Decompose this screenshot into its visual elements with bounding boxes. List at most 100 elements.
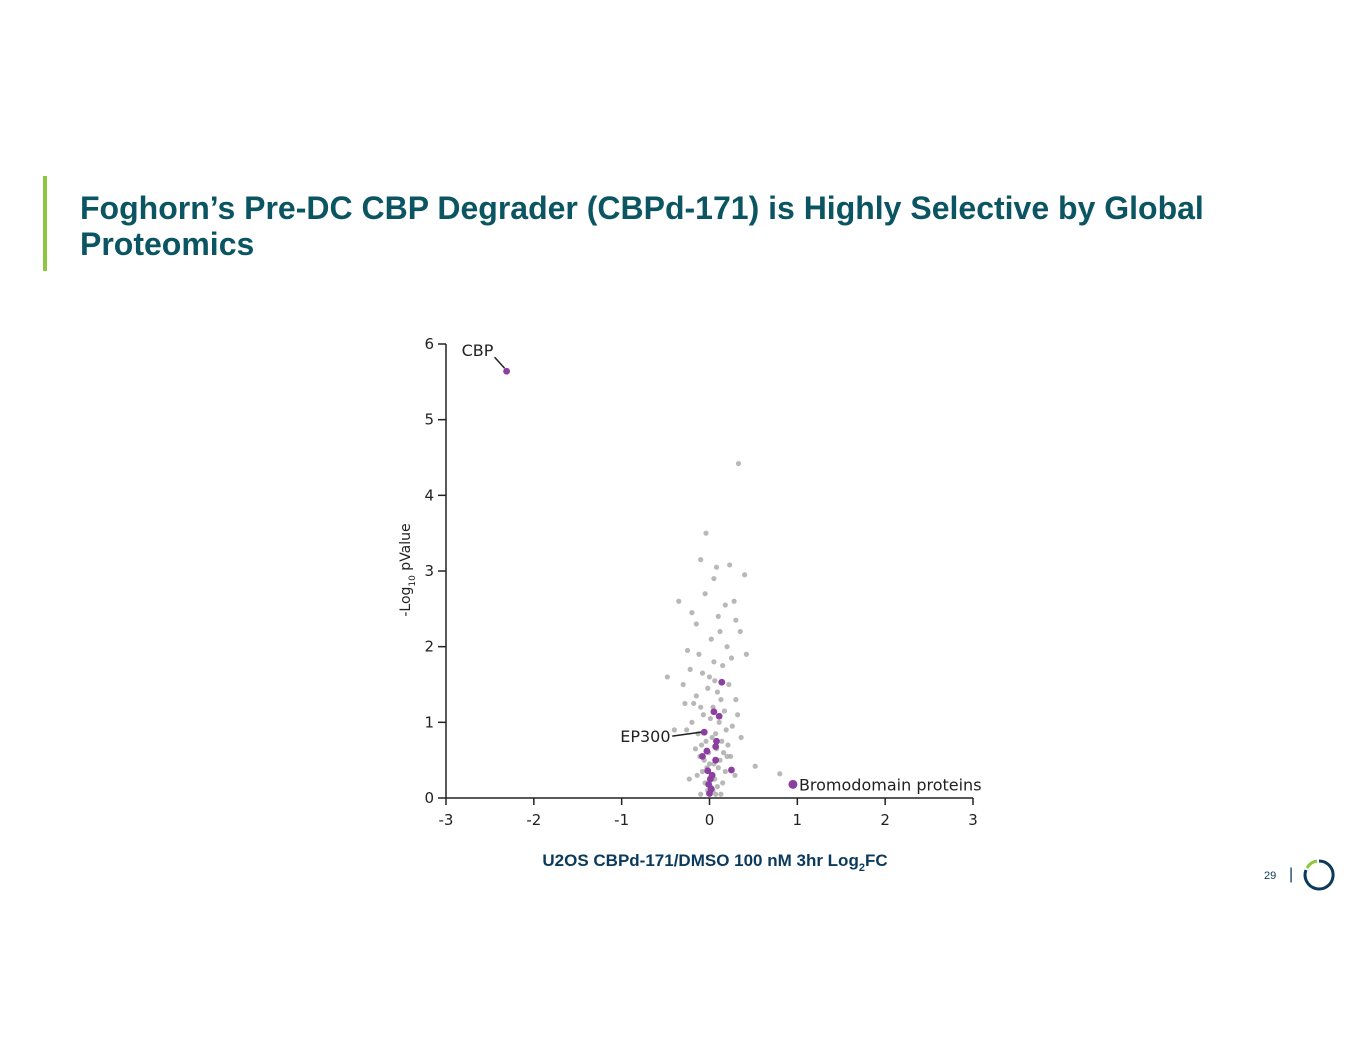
x-axis-label: U2OS CBPd-171/DMSO 100 nM 3hr Log2FC xyxy=(542,851,887,874)
protein-point xyxy=(725,742,731,748)
protein-point xyxy=(693,621,699,627)
protein-point xyxy=(712,678,718,684)
protein-point xyxy=(742,572,748,578)
protein-point xyxy=(707,715,713,722)
protein-point xyxy=(717,628,723,635)
protein-point xyxy=(714,689,721,695)
x-tick-label: 2 xyxy=(880,811,890,829)
protein-point xyxy=(698,791,704,797)
protein-point xyxy=(699,670,706,676)
y-label-text: -Log xyxy=(398,587,414,617)
accent-bar xyxy=(43,176,47,271)
protein-point xyxy=(718,791,724,797)
highlight-point xyxy=(706,790,713,797)
protein-point xyxy=(714,784,721,790)
annotation: EP300 xyxy=(620,727,670,746)
protein-point xyxy=(728,655,735,661)
protein-point xyxy=(777,771,783,777)
highlight-point xyxy=(704,767,712,775)
y-axis-label: -Log10 pValue xyxy=(398,523,418,616)
protein-point xyxy=(715,765,721,771)
protein-point xyxy=(716,719,722,725)
protein-point xyxy=(722,602,728,608)
protein-point xyxy=(676,598,682,604)
protein-point xyxy=(732,772,738,778)
protein-point xyxy=(699,768,706,775)
logo xyxy=(1303,859,1335,891)
protein-point xyxy=(687,666,693,672)
protein-point xyxy=(664,674,670,680)
protein-point xyxy=(702,591,708,597)
y-tick-label: 3 xyxy=(424,562,434,580)
protein-point xyxy=(711,659,717,665)
protein-point xyxy=(689,719,695,725)
protein-point xyxy=(706,674,713,680)
x-tick-label: -2 xyxy=(526,811,541,829)
highlight-point xyxy=(706,775,714,783)
y-tick-label: 0 xyxy=(424,789,434,807)
protein-point xyxy=(743,651,749,657)
leader-line xyxy=(672,731,702,737)
protein-point xyxy=(684,727,690,733)
highlight-point xyxy=(503,367,511,375)
protein-point xyxy=(705,685,711,691)
protein-point xyxy=(698,704,704,710)
annotation: CBP xyxy=(462,341,494,360)
protein-point xyxy=(752,763,758,769)
y-tick-label: 2 xyxy=(424,638,434,656)
protein-point xyxy=(737,628,743,635)
protein-point xyxy=(720,750,727,756)
highlight-point-large xyxy=(788,779,798,789)
x-tick-label: -1 xyxy=(614,811,629,829)
x-tick-label: 0 xyxy=(705,811,715,829)
highlight-point xyxy=(703,747,711,755)
protein-point xyxy=(682,700,688,707)
y-label-text: pValue xyxy=(398,523,414,575)
highlight-point xyxy=(728,766,735,774)
protein-point xyxy=(692,746,699,752)
protein-point xyxy=(693,693,699,699)
protein-point xyxy=(718,697,724,703)
separator: | xyxy=(1289,866,1294,883)
protein-point xyxy=(703,738,709,744)
protein-point xyxy=(686,776,692,782)
protein-point xyxy=(696,651,702,657)
protein-point xyxy=(738,734,744,741)
leader-line xyxy=(494,356,506,369)
highlight-point xyxy=(718,678,726,686)
highlight-point xyxy=(700,728,708,736)
protein-point xyxy=(721,708,728,714)
protein-point xyxy=(715,613,721,620)
protein-point xyxy=(726,681,732,688)
slide-title: Foghorn’s Pre-DC CBP Degrader (CBPd-171)… xyxy=(80,190,1204,262)
protein-point xyxy=(708,636,714,642)
protein-point xyxy=(684,647,691,654)
highlight-point xyxy=(715,712,723,720)
x-tick-label: 3 xyxy=(968,811,978,829)
protein-point xyxy=(719,738,725,744)
page-number: 29 xyxy=(1264,870,1277,882)
logo-arc xyxy=(1303,859,1335,891)
protein-point xyxy=(723,727,729,733)
highlight-point xyxy=(713,737,720,745)
y-label-subscript: 10 xyxy=(408,575,418,587)
protein-point xyxy=(727,562,733,568)
highlight-point xyxy=(710,708,718,716)
protein-point xyxy=(735,460,742,467)
plot-area: -3 -2 -1 0 1 2 3 0 1 2 3 4 5 6 CBP EP300 Bromodomain pro… xyxy=(424,335,981,829)
protein-point xyxy=(724,753,730,759)
protein-point xyxy=(689,610,695,616)
protein-point xyxy=(713,791,719,797)
protein-point xyxy=(713,731,719,737)
highlight-point xyxy=(712,743,720,750)
logo-arc-accent xyxy=(1305,859,1318,869)
protein-point xyxy=(698,557,704,563)
protein-point xyxy=(698,742,705,748)
y-tick-label: 1 xyxy=(424,713,434,731)
highlight-point xyxy=(712,756,720,764)
annotation: Bromodomain proteins xyxy=(799,775,982,794)
x-tick-label: 1 xyxy=(793,811,803,829)
x-tick-label: -3 xyxy=(439,811,454,829)
